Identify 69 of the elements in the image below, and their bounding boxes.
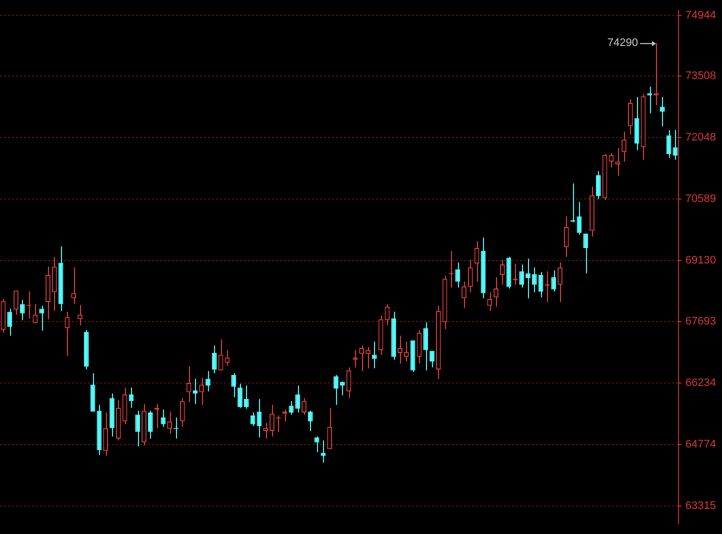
candlestick	[148, 410, 153, 440]
candlestick	[71, 266, 76, 305]
candlestick	[295, 385, 300, 413]
candlestick	[462, 281, 466, 308]
candlestick	[327, 407, 332, 450]
y-tick-label: 69130	[685, 254, 716, 267]
candlestick	[583, 233, 588, 274]
candlestick	[558, 262, 562, 302]
candlestick	[160, 409, 166, 428]
candlestick	[340, 381, 345, 396]
candlestick	[352, 350, 358, 368]
candlestick	[308, 410, 313, 432]
candlestick	[199, 377, 204, 406]
candlestick	[288, 400, 294, 416]
candlestick	[500, 259, 505, 286]
candlestick	[404, 341, 409, 362]
y-tick-label: 66234	[685, 376, 716, 389]
candlestick	[212, 344, 217, 374]
candlestick	[231, 372, 236, 398]
y-tick-label: 67693	[685, 315, 716, 328]
candlestick	[660, 96, 665, 127]
candlestick	[7, 308, 12, 336]
candlestick	[39, 305, 44, 332]
candlestick	[192, 378, 198, 405]
candlestick	[622, 131, 626, 162]
candlestick	[20, 299, 25, 321]
candlestick	[519, 264, 524, 288]
candlestick	[334, 374, 338, 406]
candlestick	[78, 304, 82, 326]
y-tick-label: 74944	[685, 10, 716, 22]
candlestick	[263, 422, 268, 440]
candlestick	[320, 440, 326, 464]
candlestick	[238, 383, 242, 408]
candlestick	[615, 148, 620, 176]
candlestick	[167, 411, 172, 434]
candlestick	[282, 409, 288, 422]
candlestick	[398, 335, 402, 364]
candlestick	[206, 370, 210, 392]
candlestick	[180, 398, 185, 428]
candlestick	[135, 410, 140, 447]
candlestick	[423, 322, 428, 371]
candlestick	[564, 216, 569, 258]
candlestick	[52, 256, 57, 312]
candlestick	[487, 292, 492, 312]
candlestick	[244, 385, 249, 410]
y-tick-label: 70589	[685, 193, 716, 206]
candlestick	[532, 266, 537, 293]
candlestick	[455, 262, 460, 288]
candlestick	[551, 270, 556, 292]
y-tick-label: 64774	[685, 438, 716, 450]
y-tick-label: 72048	[685, 132, 716, 144]
candlestick	[468, 259, 473, 293]
candlestick	[628, 98, 633, 136]
candlestick	[366, 346, 370, 369]
candlestick	[270, 404, 274, 438]
candlestick	[302, 398, 306, 416]
candlestick	[430, 350, 434, 368]
candlestick	[103, 412, 108, 456]
candlestick	[526, 258, 530, 299]
candlestick	[494, 276, 498, 308]
candlestick	[596, 170, 601, 200]
y-tick-label: 73508	[685, 70, 716, 82]
candlestick	[14, 290, 18, 316]
annotation: 74290	[607, 37, 638, 50]
candlestick	[218, 339, 224, 371]
candlestick	[372, 341, 377, 369]
candlestick	[544, 270, 550, 302]
candlestick	[359, 344, 364, 372]
y-tick-label: 63315	[685, 500, 716, 512]
